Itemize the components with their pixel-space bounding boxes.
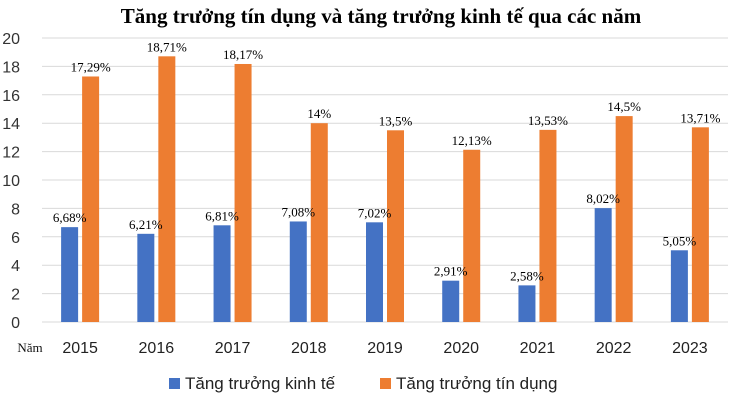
data-label: 6,68% bbox=[53, 210, 87, 225]
bar-kinh-te-2019 bbox=[366, 222, 383, 322]
x-axis-ticks: 2015 2016 2017 2018 2019 2020 2021 2022 2023 bbox=[62, 340, 707, 357]
data-labels: 6,68% 17,29% 6,21% 18,71% 6,81% 18,17% 7,08% 14… bbox=[53, 39, 721, 283]
data-label: 17,29% bbox=[71, 59, 111, 74]
y-tick-label: 20 bbox=[2, 31, 20, 48]
y-tick-label: 14 bbox=[2, 116, 20, 133]
data-label: 14,5% bbox=[607, 99, 641, 114]
x-tick-label: 2020 bbox=[443, 340, 479, 357]
chart-title: Tăng trưởng tín dụng và tăng trưởng kinh… bbox=[121, 4, 642, 28]
bar-kinh-te-2017 bbox=[213, 225, 231, 322]
bar-kinh-te-2021 bbox=[518, 285, 536, 322]
x-tick-label: 2021 bbox=[520, 340, 556, 357]
bar-kinh-te-2018 bbox=[289, 221, 307, 322]
y-tick-label: 8 bbox=[11, 201, 20, 218]
data-label: 6,81% bbox=[205, 208, 239, 223]
x-tick-label: 2019 bbox=[367, 340, 403, 357]
data-label: 7,02% bbox=[358, 205, 392, 220]
data-label: 8,02% bbox=[586, 191, 620, 206]
data-label: 14% bbox=[307, 106, 331, 121]
x-tick-label: 2017 bbox=[215, 340, 251, 357]
bar-tin-dung-2018 bbox=[310, 123, 328, 322]
data-label: 13,5% bbox=[379, 113, 413, 128]
bar-tin-dung-2016 bbox=[158, 56, 176, 323]
legend-swatch bbox=[380, 378, 391, 389]
bar-kinh-te-2023 bbox=[670, 250, 688, 322]
y-tick-label: 10 bbox=[2, 173, 20, 190]
y-tick-label: 4 bbox=[11, 258, 20, 275]
data-label: 12,13% bbox=[452, 133, 492, 148]
data-label: 13,53% bbox=[528, 113, 568, 128]
bar-tin-dung-2020 bbox=[463, 149, 481, 322]
legend-swatch bbox=[169, 378, 180, 389]
bar-tin-dung-2023 bbox=[691, 127, 709, 323]
x-tick-label: 2016 bbox=[139, 340, 175, 357]
y-tick-label: 6 bbox=[11, 230, 20, 247]
data-label: 18,71% bbox=[147, 39, 187, 54]
x-tick-label: 2018 bbox=[291, 340, 327, 357]
bar-kinh-te-2015 bbox=[61, 227, 79, 322]
bars bbox=[61, 56, 709, 323]
y-tick-label: 0 bbox=[11, 315, 20, 332]
y-tick-label: 16 bbox=[2, 88, 20, 105]
bar-kinh-te-2016 bbox=[137, 233, 155, 322]
y-axis-ticks: 0 2 4 6 8 10 12 14 16 18 20 bbox=[2, 31, 20, 332]
data-label: 2,91% bbox=[434, 264, 468, 279]
x-tick-label: 2023 bbox=[672, 340, 708, 357]
data-label: 13,71% bbox=[680, 110, 720, 125]
legend-label: Tăng trưởng tín dụng bbox=[396, 374, 557, 393]
data-label: 7,08% bbox=[281, 204, 315, 219]
bar-kinh-te-2020 bbox=[442, 280, 460, 322]
x-tick-label: 2015 bbox=[62, 340, 98, 357]
legend-label: Tăng trưởng kinh tế bbox=[185, 374, 336, 393]
bar-tin-dung-2021 bbox=[539, 129, 557, 322]
y-tick-label: 12 bbox=[2, 145, 20, 162]
gridlines bbox=[42, 37, 728, 323]
data-label: 2,58% bbox=[510, 268, 544, 283]
bar-kinh-te-2022 bbox=[594, 208, 612, 322]
legend: Tăng trưởng kinh tế Tăng trưởng tín dụng bbox=[169, 374, 557, 393]
x-tick-label: 2022 bbox=[596, 340, 632, 357]
bar-tin-dung-2017 bbox=[234, 63, 252, 323]
data-label: 6,21% bbox=[129, 217, 163, 232]
y-tick-label: 18 bbox=[2, 59, 20, 76]
bar-tin-dung-2022 bbox=[615, 116, 633, 322]
bar-tin-dung-2015 bbox=[82, 76, 100, 323]
x-axis-label: Năm bbox=[17, 340, 42, 355]
data-label: 18,17% bbox=[223, 47, 263, 62]
bar-tin-dung-2019 bbox=[387, 130, 404, 322]
y-tick-label: 2 bbox=[11, 287, 20, 304]
data-label: 5,05% bbox=[663, 233, 697, 248]
